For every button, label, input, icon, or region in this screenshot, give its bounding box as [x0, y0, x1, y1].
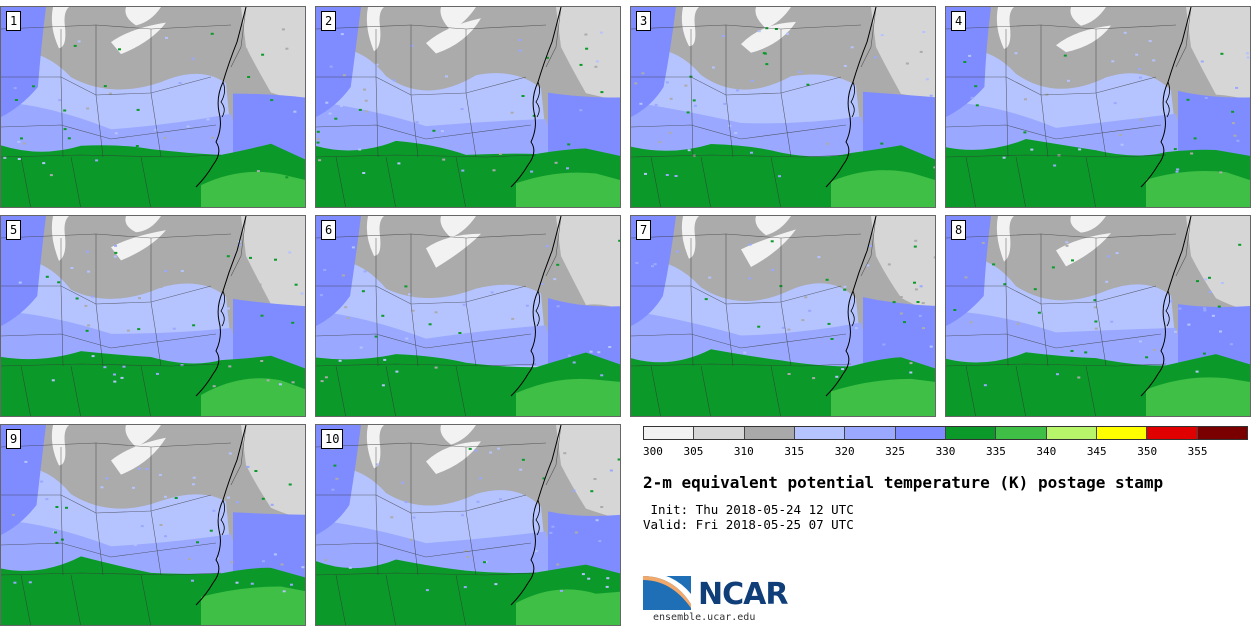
colorbar-tick-label: 350 — [1137, 445, 1158, 458]
member-map — [631, 216, 935, 416]
ncar-logo-text: NCAR — [698, 577, 788, 612]
panel-number: 10 — [321, 429, 344, 449]
panel-number: 8 — [951, 220, 967, 240]
member-map — [946, 216, 1250, 416]
colorbar-tick-label: 335 — [985, 445, 1006, 458]
colorbar-tick-labels: 300 305 310 315 320 325 330 335 340 345 350 355 — [643, 445, 1248, 459]
member-map — [1, 7, 305, 207]
colorbar-bin — [895, 427, 946, 439]
colorbar-tick-label: 310 — [733, 445, 754, 458]
postage-stamp-panel: 10 — [315, 424, 621, 626]
postage-stamp-panel: 4 — [945, 6, 1251, 208]
panel-number: 3 — [636, 11, 652, 31]
colorbar-tick-label: 325 — [885, 445, 906, 458]
colorbar-bin — [1096, 427, 1148, 439]
colorbar-tick-label: 355 — [1187, 445, 1208, 458]
colorbar-bin — [1197, 427, 1247, 439]
postage-stamp-panel: 3 — [630, 6, 936, 208]
colorbar-tick-label: 330 — [935, 445, 956, 458]
postage-stamp-panel: 9 — [0, 424, 306, 626]
panel-number: 1 — [6, 11, 22, 31]
colorbar-bin — [1147, 427, 1198, 439]
panel-number: 4 — [951, 11, 967, 31]
panel-number: 6 — [321, 220, 337, 240]
member-map — [631, 7, 935, 207]
init-time: Init: Thu 2018-05-24 12 UTC — [643, 502, 854, 517]
colorbar-bin — [744, 427, 795, 439]
colorbar-tick-label: 340 — [1036, 445, 1057, 458]
colorbar-tick-label: 345 — [1086, 445, 1107, 458]
ncar-logo-icon — [643, 572, 691, 610]
panel-number: 7 — [636, 220, 652, 240]
figure-title: 2-m equivalent potential temperature (K)… — [643, 473, 1164, 492]
member-map — [316, 216, 620, 416]
colorbar-bin — [1046, 427, 1097, 439]
colorbar-bin — [794, 427, 846, 439]
member-map — [946, 7, 1250, 207]
colorbar-tick-label: 315 — [784, 445, 805, 458]
colorbar-tick-label: 320 — [834, 445, 855, 458]
ncar-url: ensemble.ucar.edu — [653, 612, 756, 623]
postage-stamp-panel: 2 — [315, 6, 621, 208]
postage-stamp-panel: 8 — [945, 215, 1251, 417]
member-map — [1, 425, 305, 625]
member-map — [316, 7, 620, 207]
colorbar-tick-label: 305 — [683, 445, 704, 458]
colorbar-bin — [644, 427, 695, 439]
valid-time: Valid: Fri 2018-05-25 07 UTC — [643, 517, 854, 532]
colorbar-bin — [945, 427, 997, 439]
postage-stamp-panel: 7 — [630, 215, 936, 417]
panel-number: 2 — [321, 11, 337, 31]
postage-stamp-panel: 6 — [315, 215, 621, 417]
postage-stamp-panel: 1 — [0, 6, 306, 208]
postage-stamp-panel: 5 — [0, 215, 306, 417]
colorbar-bin — [845, 427, 896, 439]
member-map — [1, 216, 305, 416]
colorbar-bin — [694, 427, 745, 439]
colorbar — [643, 426, 1248, 440]
member-map — [316, 425, 620, 625]
colorbar-bin — [996, 427, 1047, 439]
panel-number: 9 — [6, 429, 22, 449]
panel-number: 5 — [6, 220, 22, 240]
colorbar-tick-label: 300 — [643, 445, 663, 458]
